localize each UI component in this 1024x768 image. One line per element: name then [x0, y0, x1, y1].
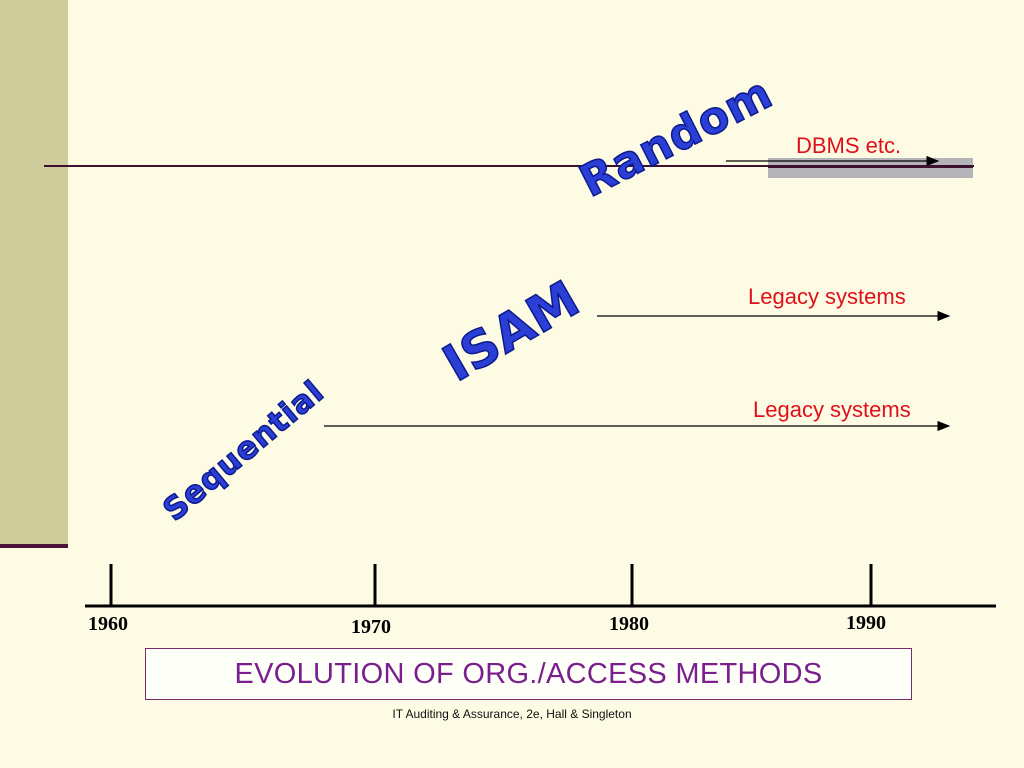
year-1990: 1990: [846, 612, 886, 634]
slide-title: EVOLUTION OF ORG./ACCESS METHODS: [234, 657, 823, 690]
dbms-label: DBMS etc.: [796, 133, 902, 158]
year-1970: 1970: [351, 616, 391, 638]
sequential-legacy-label: Legacy systems: [753, 397, 911, 422]
year-1980: 1980: [609, 613, 649, 635]
year-1960: 1960: [88, 613, 128, 635]
title-box: EVOLUTION OF ORG./ACCESS METHODS: [145, 648, 912, 700]
isam-legacy-label: Legacy systems: [748, 284, 906, 309]
side-band: [0, 0, 68, 545]
top-rule: [44, 165, 974, 167]
footer-citation: IT Auditing & Assurance, 2e, Hall & Sing…: [392, 707, 632, 721]
dbms-highlight-bar: [768, 158, 973, 178]
side-rule: [0, 544, 68, 548]
